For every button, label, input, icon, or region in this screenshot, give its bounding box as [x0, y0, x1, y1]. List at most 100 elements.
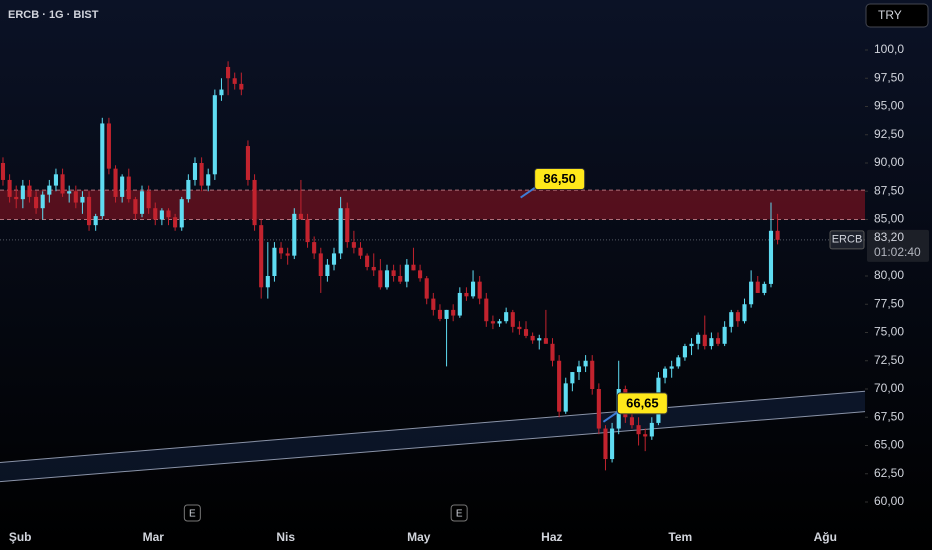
candle-body	[570, 372, 575, 384]
channel-line	[0, 411, 866, 483]
candle-body	[358, 247, 363, 256]
candle-body	[603, 428, 608, 460]
candle-body	[318, 253, 323, 276]
candle-body	[345, 208, 350, 243]
price-tag-label: 83,20	[874, 230, 904, 244]
annotation-label: 86,50	[543, 171, 576, 186]
candle-body	[464, 292, 469, 297]
candle-body	[689, 343, 694, 347]
candle-body	[550, 343, 555, 361]
candle-body	[278, 247, 284, 254]
candle-body	[100, 123, 105, 217]
y-tick-label: 60,00	[874, 494, 904, 508]
candle-body	[523, 329, 529, 336]
y-tick-label: 72,50	[874, 353, 904, 367]
candle-body	[490, 321, 495, 324]
candle-body	[192, 163, 198, 180]
candle-body	[120, 176, 125, 197]
annotation-box	[616, 392, 668, 415]
candle-body	[715, 338, 721, 344]
currency-button[interactable]	[865, 3, 929, 28]
y-tick-label: 80,00	[874, 268, 904, 282]
candle-body	[331, 253, 337, 265]
candle-body	[338, 208, 343, 254]
candle-body	[265, 276, 270, 288]
annotation-box	[534, 168, 586, 191]
candle-body	[219, 89, 224, 96]
candle-body	[676, 357, 681, 367]
candle-body	[365, 255, 370, 267]
candle-body	[186, 179, 191, 200]
earnings-label: E	[456, 509, 463, 520]
candle-body	[530, 335, 535, 341]
x-tick-label: Haz	[541, 530, 562, 544]
candle-body	[371, 266, 376, 271]
candle-body	[590, 360, 595, 389]
earnings-marker[interactable]	[183, 504, 201, 522]
x-tick-label: Tem	[668, 530, 692, 544]
candle-body	[477, 281, 482, 299]
symbol-tag-label: ERCB	[832, 234, 863, 246]
candle-body	[325, 264, 330, 276]
candle-body	[762, 283, 767, 293]
candle-body	[146, 191, 151, 209]
candle-body	[735, 312, 740, 322]
candle-body	[139, 191, 145, 214]
currency-label[interactable]: TRY	[878, 8, 902, 22]
candle-body	[179, 199, 184, 228]
price-tag	[867, 229, 929, 262]
earnings-marker[interactable]	[450, 504, 468, 522]
candle-body	[226, 66, 231, 79]
candle-body	[682, 346, 687, 358]
y-tick-label: 65,00	[874, 438, 904, 452]
earnings-label: E	[189, 509, 196, 520]
candle-body	[596, 389, 601, 429]
candle-body	[444, 309, 449, 319]
y-tick-label: 77,50	[874, 296, 904, 310]
candle-body	[106, 123, 111, 169]
candle-body	[484, 298, 489, 322]
candle-body	[563, 383, 568, 412]
y-tick-label: 62,50	[874, 466, 904, 480]
candle-body	[649, 422, 654, 437]
y-tick-label: 67,50	[874, 409, 904, 423]
candle-body	[212, 95, 217, 175]
candle-body	[391, 270, 396, 276]
x-tick-label: Ağu	[814, 530, 837, 544]
y-tick-label: 95,00	[874, 99, 904, 113]
annotation-pointer	[602, 410, 620, 423]
candle-body	[696, 334, 701, 344]
candle-body	[14, 196, 19, 200]
candle-body	[437, 309, 443, 319]
candle-body	[398, 276, 403, 282]
candle-body	[53, 174, 58, 186]
candle-body	[73, 191, 78, 203]
candle-body	[431, 298, 436, 310]
y-tick-label: 87,50	[874, 183, 904, 197]
candle-body	[576, 366, 582, 373]
candle-body	[610, 428, 615, 460]
candle-body	[272, 247, 277, 276]
y-tick-label: 75,00	[874, 325, 904, 339]
candle-body	[643, 434, 648, 437]
candle-body	[86, 196, 92, 226]
candle-body	[80, 196, 85, 203]
candle-body	[259, 225, 264, 288]
annotation-pointer	[520, 185, 538, 199]
candle-body	[166, 210, 171, 218]
candle-body	[497, 321, 502, 324]
y-tick-label: 90,00	[874, 155, 904, 169]
candle-body	[404, 264, 409, 282]
candle-body	[722, 326, 727, 344]
annotation-label: 66,65	[626, 395, 659, 410]
y-tick-label: 92,50	[874, 127, 904, 141]
candle-body	[702, 334, 707, 347]
candle-body	[583, 360, 588, 367]
countdown-label: 01:02:40	[874, 245, 921, 259]
candle-body	[742, 304, 747, 322]
candle-body	[418, 270, 423, 279]
candle-body	[451, 309, 456, 316]
candle-body	[60, 174, 65, 194]
